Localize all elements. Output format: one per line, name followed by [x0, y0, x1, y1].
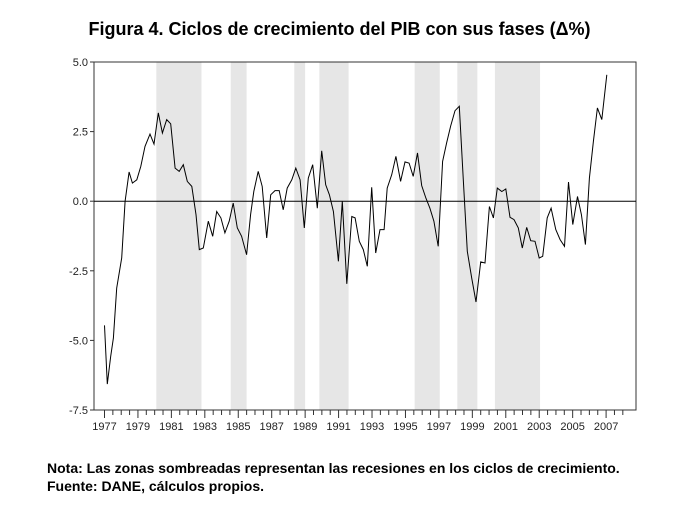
recession-band [156, 62, 202, 410]
recession-band [414, 62, 440, 410]
y-tick-label: 0.0 [73, 196, 88, 208]
x-tick-label: 1997 [427, 421, 451, 433]
x-tick-label: 1985 [226, 421, 250, 433]
x-tick-label: 2005 [560, 421, 584, 433]
y-tick-label: -2.5 [69, 266, 88, 278]
x-tick-label: 2007 [594, 421, 618, 433]
x-tick-label: 1977 [92, 421, 116, 433]
recession-band [457, 62, 478, 410]
y-tick-label: 5.0 [73, 57, 88, 69]
x-tick-label: 1991 [326, 421, 350, 433]
chart-note: Nota: Las zonas sombreadas representan l… [47, 460, 620, 494]
x-tick-label: 2001 [494, 421, 518, 433]
chart-title: Figura 4. Ciclos de crecimiento del PIB … [88, 19, 591, 39]
x-tick-label: 1983 [193, 421, 217, 433]
x-tick-label: 1995 [393, 421, 417, 433]
recession-band [494, 62, 541, 410]
x-tick-label: 1999 [460, 421, 484, 433]
recession-band [294, 62, 306, 410]
x-tick-label: 1981 [159, 421, 183, 433]
y-tick-label: 2.5 [73, 127, 88, 139]
x-tick-label: 1993 [360, 421, 384, 433]
x-tick-label: 1979 [126, 421, 150, 433]
x-tick-label: 1989 [293, 421, 317, 433]
x-tick-label: 1987 [259, 421, 283, 433]
gdp-cycle-line [104, 74, 608, 385]
y-tick-label: -7.5 [69, 405, 88, 417]
recession-band [230, 62, 247, 410]
y-tick-label: -5.0 [69, 335, 88, 347]
x-tick-label: 2003 [527, 421, 551, 433]
plot-frame [93, 61, 637, 411]
